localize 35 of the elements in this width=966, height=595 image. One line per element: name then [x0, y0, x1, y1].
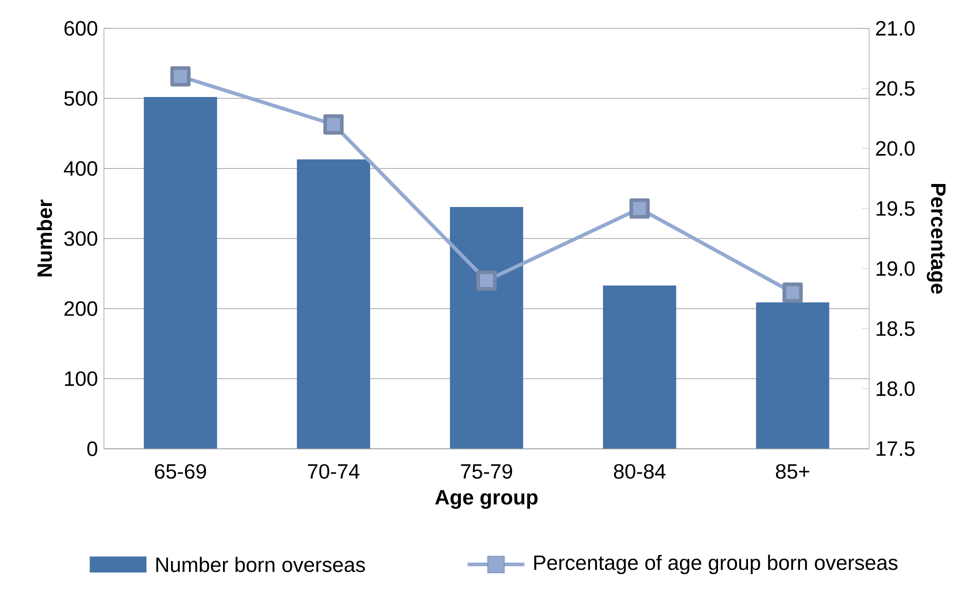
y2-tick-label: 20.5 [876, 80, 915, 96]
y2-tick-label: 18.0 [876, 381, 915, 396]
point [323, 114, 344, 134]
point [476, 270, 497, 291]
y2-tick-label: 21.0 [876, 20, 915, 36]
x-tick-label: 65-69 [154, 464, 206, 479]
y2-tick-label: 18.5 [876, 321, 915, 336]
legend-label: Number born overseas [156, 556, 365, 572]
x-axis-title: Age group [435, 490, 538, 509]
bar [296, 159, 370, 449]
y-tick-label: 0 [87, 441, 98, 456]
bar [450, 206, 524, 449]
point [629, 198, 650, 219]
y-tick-label: 400 [64, 161, 98, 176]
y-tick-label: 200 [64, 301, 98, 316]
y-tick-label: 600 [64, 20, 98, 36]
y-tick-label: 100 [65, 371, 98, 386]
y-tick-label: 300 [64, 231, 98, 246]
y2-tick-label: 19.5 [876, 201, 915, 216]
x-tick-label: 80-84 [614, 464, 666, 479]
y-axis-title: Number [36, 200, 52, 276]
y-tick-label: 500 [64, 90, 98, 106]
point [782, 282, 803, 303]
y2-tick-label: 19.0 [876, 261, 915, 276]
y2-tick-label: 20.0 [876, 141, 915, 156]
point [170, 66, 191, 86]
x-tick-label: 70-74 [308, 464, 360, 479]
bar [144, 96, 218, 449]
x-tick-label: 85+ [776, 464, 810, 479]
x-tick-label: 75-79 [461, 464, 512, 479]
bar [602, 285, 676, 449]
y2-axis-title: Percentage [926, 184, 946, 294]
y2-tick-label: 17.5 [876, 441, 915, 456]
bar [756, 302, 830, 449]
legend-label: Percentage of age group born overseas [534, 554, 898, 574]
